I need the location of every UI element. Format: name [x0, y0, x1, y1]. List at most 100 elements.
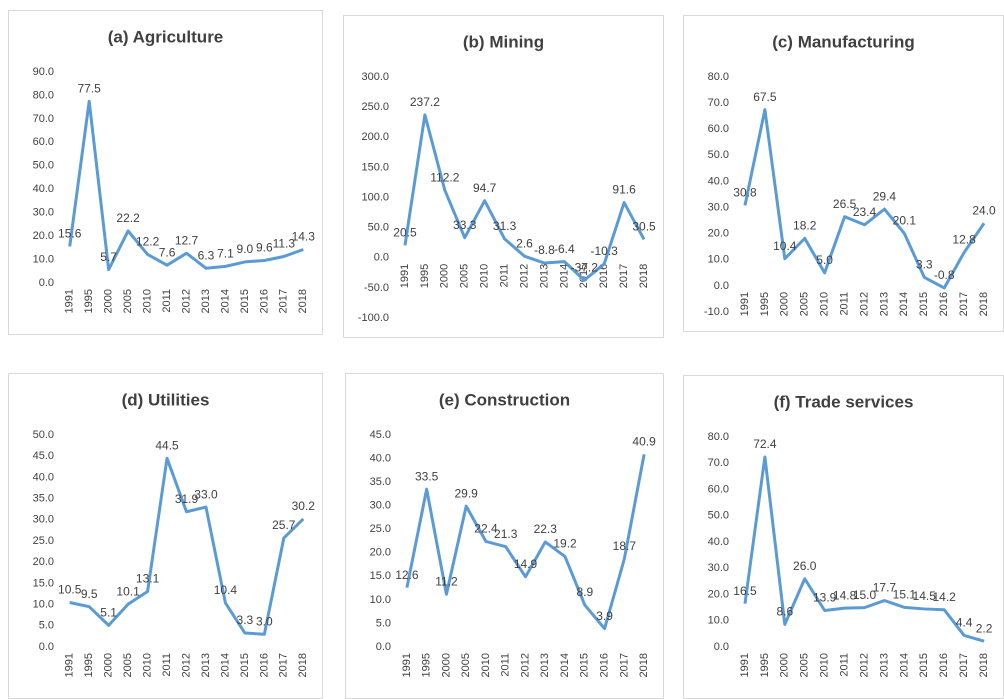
y-tick-label: 30.0	[708, 201, 729, 213]
y-tick-label: 5.0	[376, 617, 391, 629]
x-tick-label: 2012	[858, 653, 870, 677]
x-tick-label: 2014	[558, 264, 570, 288]
x-tick-label: 2012	[180, 289, 192, 313]
x-tick-label: 2011	[161, 289, 173, 313]
x-tick-label: 2010	[480, 653, 492, 677]
x-tick-label: 2010	[819, 292, 831, 316]
data-label: 2.6	[516, 236, 533, 250]
data-label: 5.1	[100, 606, 117, 620]
x-tick-label: 1991	[401, 653, 413, 677]
x-tick-label: 2015	[578, 264, 590, 288]
data-label: 15.0	[853, 588, 877, 602]
data-label: 10.1	[116, 584, 140, 598]
data-label: 21.3	[494, 527, 518, 541]
data-label: -6.4	[554, 242, 575, 256]
x-tick-label: 2005	[799, 292, 811, 316]
x-tick-label: 1991	[399, 264, 411, 288]
chart-panel: (a) Agriculture 0.0 10.0 20.0 30.0 40.0 50.0 60…	[8, 10, 323, 335]
data-label: 5.0	[816, 253, 833, 267]
x-tick-label: 2010	[141, 653, 153, 677]
data-label: 44.5	[155, 438, 179, 452]
x-tick-label: 2012	[180, 653, 192, 677]
panel-border	[683, 15, 1004, 332]
x-tick-label: 2014	[898, 653, 910, 677]
data-label: -8.8	[534, 243, 555, 257]
data-label: 17.7	[873, 581, 897, 595]
data-label: 18.2	[793, 219, 817, 233]
x-tick-label: 1991	[64, 289, 76, 313]
y-tick-label: -50.0	[364, 282, 389, 294]
data-label: 14.5	[913, 589, 937, 603]
y-tick-label: 30.0	[33, 207, 54, 219]
data-label: 7.1	[217, 247, 234, 261]
data-label: 10.4	[773, 239, 797, 253]
data-label: 67.5	[753, 90, 777, 104]
data-label: 26.0	[793, 559, 817, 573]
data-label: 14.2	[933, 590, 957, 604]
y-tick-label: 40.0	[370, 452, 391, 464]
y-tick-label: 40.0	[33, 183, 54, 195]
y-tick-label: 35.0	[33, 493, 54, 505]
y-tick-label: 50.0	[708, 149, 729, 161]
data-label: 31.9	[175, 492, 199, 506]
y-tick-label: 60.0	[708, 123, 729, 135]
data-label: 33.0	[194, 487, 218, 501]
x-tick-label: 2018	[297, 653, 309, 677]
data-label: -37.2	[571, 260, 599, 274]
y-tick-label: 45.0	[33, 450, 54, 462]
data-label: 22.3	[534, 522, 558, 536]
data-label: 22.2	[116, 211, 140, 225]
data-label: 12.8	[952, 233, 976, 247]
data-label: 9.0	[237, 242, 254, 256]
y-tick-label: 70.0	[708, 97, 729, 109]
data-label: 14.9	[514, 557, 538, 571]
panel-border	[343, 15, 664, 338]
chart-panel: (c) Manufacturing -10.0 0.0 10.0 20.0 30.0 40.…	[683, 15, 1004, 332]
data-label: 30.5	[632, 220, 656, 234]
y-tick-label: 10.0	[370, 594, 391, 606]
x-tick-label: 2015	[579, 653, 591, 677]
data-label: 30.2	[292, 499, 316, 513]
data-label: 22.4	[474, 522, 498, 536]
x-tick-label: 2015	[918, 292, 930, 316]
y-tick-label: 10.0	[708, 254, 729, 266]
data-label: -10.3	[591, 244, 619, 258]
panel-border	[345, 373, 664, 699]
x-tick-label: 2011	[498, 264, 510, 288]
y-tick-label: 20.0	[33, 230, 54, 242]
panel-border	[683, 375, 1004, 699]
chart-panel: (b) Mining -100.0 -50.0 0.0 50.0 100.0 150.0 20…	[343, 15, 664, 338]
data-line	[405, 454, 646, 631]
x-tick-label: 2015	[918, 653, 930, 677]
data-label: 9.5	[81, 587, 98, 601]
x-tick-label: 1995	[759, 292, 771, 316]
x-tick-label: 2013	[539, 653, 551, 677]
y-tick-label: 300.0	[361, 71, 389, 83]
y-tick-label: 40.0	[708, 175, 729, 187]
y-tick-label: 60.0	[33, 136, 54, 148]
data-label: 11.2	[435, 574, 458, 588]
x-tick-label: 2016	[938, 653, 950, 677]
y-tick-label: 45.0	[370, 429, 391, 441]
y-tick-label: 25.0	[370, 523, 391, 535]
x-tick-label: 2017	[278, 653, 290, 677]
data-label: 3.3	[916, 257, 933, 271]
data-label: 18.7	[613, 539, 637, 553]
data-label: 12.7	[175, 233, 199, 247]
x-tick-label: 2013	[878, 653, 890, 677]
x-tick-label: 2016	[598, 264, 610, 288]
data-label: 3.9	[596, 609, 613, 623]
chart-title: (f) Trade services	[774, 392, 914, 411]
x-tick-label: 2011	[500, 653, 512, 677]
data-line	[403, 113, 646, 282]
data-label: 7.6	[159, 245, 176, 259]
data-label: 12.6	[395, 568, 419, 582]
chart-title: (d) Utilities	[122, 390, 210, 409]
x-tick-label: 2000	[439, 264, 451, 288]
x-tick-label: 2014	[898, 292, 910, 316]
y-tick-label: 250.0	[361, 101, 389, 113]
data-label: 26.5	[833, 197, 857, 211]
y-tick-label: 0.0	[714, 280, 729, 292]
